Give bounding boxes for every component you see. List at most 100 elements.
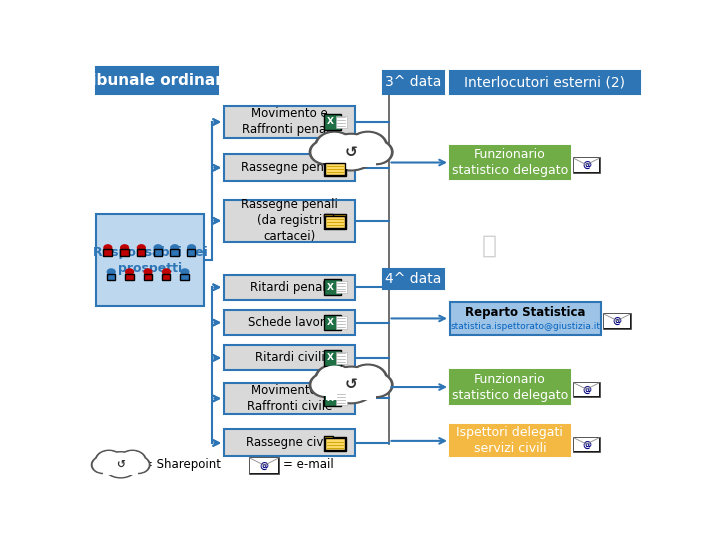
- Circle shape: [138, 245, 145, 251]
- Text: Movimento e
Raffronti civile: Movimento e Raffronti civile: [247, 384, 332, 413]
- Circle shape: [95, 450, 122, 471]
- Text: ↺: ↺: [116, 460, 125, 470]
- Text: Tribunale ordinario: Tribunale ordinario: [76, 73, 238, 88]
- FancyBboxPatch shape: [326, 383, 377, 400]
- Text: @: @: [582, 161, 591, 170]
- FancyBboxPatch shape: [324, 315, 341, 330]
- FancyBboxPatch shape: [327, 149, 376, 165]
- FancyBboxPatch shape: [326, 150, 377, 167]
- FancyBboxPatch shape: [327, 152, 375, 164]
- Circle shape: [126, 269, 133, 275]
- Text: Ispettori delegati
servizi civili: Ispettori delegati servizi civili: [456, 427, 563, 455]
- FancyBboxPatch shape: [162, 274, 171, 280]
- Text: Funzionario
statistico delegato: Funzionario statistico delegato: [451, 373, 568, 402]
- Circle shape: [104, 245, 112, 251]
- FancyBboxPatch shape: [324, 214, 333, 218]
- Text: Reparto Statistica: Reparto Statistica: [465, 306, 585, 319]
- Circle shape: [312, 141, 340, 163]
- FancyBboxPatch shape: [107, 274, 115, 280]
- Text: X: X: [326, 283, 333, 292]
- FancyBboxPatch shape: [603, 313, 631, 329]
- Circle shape: [315, 364, 354, 393]
- Circle shape: [329, 136, 374, 168]
- Circle shape: [348, 364, 387, 393]
- Circle shape: [318, 366, 351, 391]
- Text: 4^ data: 4^ data: [385, 272, 442, 286]
- FancyBboxPatch shape: [325, 216, 345, 228]
- Text: @: @: [613, 317, 621, 326]
- Circle shape: [107, 269, 115, 275]
- FancyBboxPatch shape: [96, 67, 218, 94]
- FancyBboxPatch shape: [96, 214, 204, 306]
- Text: Movimento e
Raffronti penale: Movimento e Raffronti penale: [242, 107, 337, 137]
- FancyBboxPatch shape: [104, 462, 138, 474]
- Circle shape: [351, 133, 384, 158]
- Circle shape: [97, 451, 121, 469]
- Circle shape: [163, 269, 171, 275]
- Text: Ritardi penali: Ritardi penali: [250, 281, 329, 294]
- Text: X: X: [326, 394, 333, 403]
- FancyBboxPatch shape: [574, 383, 599, 396]
- Circle shape: [359, 140, 393, 165]
- Circle shape: [351, 366, 384, 391]
- Text: Responsabili dei
prospetti: Responsabili dei prospetti: [93, 246, 207, 275]
- FancyBboxPatch shape: [572, 436, 600, 453]
- Text: Ritardi civili: Ritardi civili: [255, 352, 324, 365]
- Circle shape: [181, 269, 189, 275]
- FancyBboxPatch shape: [224, 106, 355, 138]
- Text: ↺: ↺: [345, 377, 358, 393]
- Text: Rassegne penali: Rassegne penali: [241, 161, 338, 174]
- Circle shape: [103, 451, 138, 478]
- FancyBboxPatch shape: [327, 382, 376, 397]
- Circle shape: [121, 245, 128, 251]
- Circle shape: [329, 368, 374, 402]
- FancyBboxPatch shape: [324, 350, 341, 366]
- FancyBboxPatch shape: [104, 464, 138, 473]
- FancyBboxPatch shape: [324, 214, 346, 228]
- FancyBboxPatch shape: [171, 249, 179, 256]
- Text: X: X: [326, 118, 333, 126]
- FancyBboxPatch shape: [324, 437, 346, 451]
- FancyBboxPatch shape: [125, 274, 133, 280]
- FancyBboxPatch shape: [325, 438, 345, 450]
- Text: = Sharepoint: = Sharepoint: [143, 458, 221, 471]
- FancyBboxPatch shape: [153, 249, 162, 256]
- FancyBboxPatch shape: [336, 352, 347, 364]
- Text: Funzionario
statistico delegato: Funzionario statistico delegato: [451, 148, 568, 177]
- FancyBboxPatch shape: [450, 71, 639, 94]
- FancyBboxPatch shape: [336, 316, 347, 329]
- FancyBboxPatch shape: [572, 157, 600, 173]
- FancyBboxPatch shape: [224, 154, 355, 181]
- Circle shape: [315, 131, 354, 160]
- FancyBboxPatch shape: [224, 383, 355, 414]
- FancyBboxPatch shape: [324, 114, 341, 130]
- FancyBboxPatch shape: [336, 281, 347, 294]
- FancyBboxPatch shape: [224, 200, 355, 241]
- Circle shape: [121, 451, 144, 469]
- Circle shape: [154, 245, 162, 251]
- Circle shape: [171, 245, 179, 251]
- FancyBboxPatch shape: [450, 302, 600, 335]
- Text: @: @: [260, 462, 269, 471]
- Text: X: X: [326, 354, 333, 362]
- Text: Interlocutori esterni (2): Interlocutori esterni (2): [464, 76, 625, 90]
- FancyBboxPatch shape: [187, 249, 195, 256]
- Circle shape: [348, 131, 387, 160]
- Circle shape: [105, 453, 136, 476]
- FancyBboxPatch shape: [250, 458, 279, 473]
- Text: Schede lavoro: Schede lavoro: [248, 316, 331, 329]
- Text: 🔈: 🔈: [482, 234, 497, 258]
- FancyBboxPatch shape: [103, 463, 138, 475]
- Circle shape: [119, 450, 146, 471]
- FancyBboxPatch shape: [336, 116, 347, 128]
- FancyBboxPatch shape: [324, 436, 333, 441]
- FancyBboxPatch shape: [181, 274, 189, 280]
- Text: @: @: [582, 441, 591, 450]
- Circle shape: [127, 456, 150, 474]
- FancyBboxPatch shape: [450, 146, 570, 179]
- FancyBboxPatch shape: [120, 249, 128, 256]
- FancyBboxPatch shape: [137, 249, 145, 256]
- Circle shape: [362, 141, 390, 163]
- Circle shape: [359, 373, 393, 397]
- FancyBboxPatch shape: [450, 426, 570, 456]
